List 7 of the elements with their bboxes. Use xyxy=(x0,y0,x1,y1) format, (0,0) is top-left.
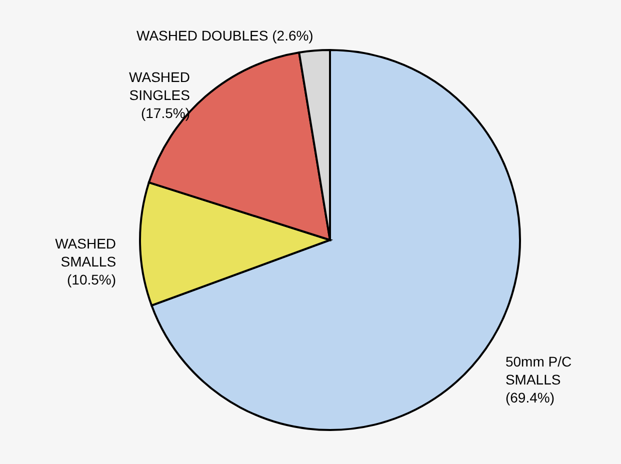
slice-label: WASHED SMALLS xyxy=(55,236,116,270)
slice-label: WASHED SINGLES xyxy=(129,69,190,104)
data-label: (69.4%) xyxy=(505,390,554,406)
slice-label: 50mm P/C SMALLS xyxy=(505,354,572,388)
slice-label: WASHED DOUBLES (2.6%) xyxy=(136,28,314,44)
data-label: (10.5%) xyxy=(67,272,116,288)
data-label: (17.5%) xyxy=(140,105,190,122)
